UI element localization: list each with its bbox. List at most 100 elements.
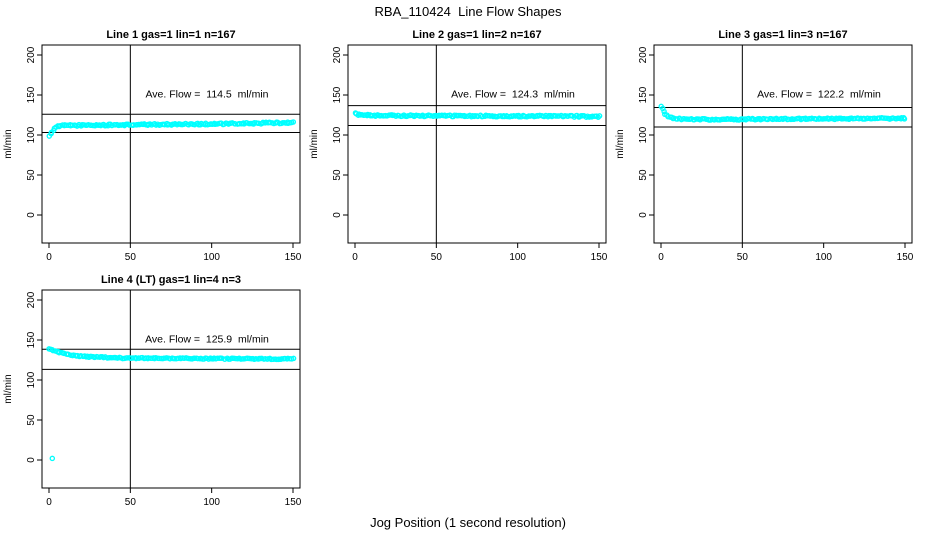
panel-4: Line 4 (LT) gas=1 lin=4 n=3 0 50 100 150 200 m… <box>3 274 302 508</box>
x-tick-label: 150 <box>285 497 302 508</box>
data-point <box>898 114 905 121</box>
x-tick-label: 50 <box>125 497 137 508</box>
x-tick-label: 100 <box>203 252 220 263</box>
y-tick-label: 100 <box>26 371 37 388</box>
panel-title: Line 4 (LT) gas=1 lin=4 n=3 <box>101 274 241 286</box>
panel-title: Line 3 gas=1 lin=3 n=167 <box>718 29 847 41</box>
y-tick-label: 50 <box>26 414 37 426</box>
scatter-points <box>46 346 297 462</box>
x-tick-label: 50 <box>431 252 443 263</box>
x-axis: 0 50 100 150 <box>46 243 302 263</box>
data-point <box>109 122 115 129</box>
ave-flow-annotation: Ave. Flow = 122.2 ml/min <box>757 88 881 100</box>
data-point <box>191 355 198 362</box>
y-tick-label: 50 <box>332 169 343 181</box>
y-axis-unit-label: ml/min <box>3 129 14 158</box>
scatter-points <box>658 103 908 123</box>
x-tick-label: 0 <box>46 497 52 508</box>
panel-title: Line 1 gas=1 lin=1 n=167 <box>106 29 235 41</box>
y-tick-label: 50 <box>26 169 37 181</box>
x-tick-label: 150 <box>591 252 608 263</box>
y-axis: 0 50 100 150 200 <box>332 46 348 218</box>
y-axis: 0 50 100 150 200 <box>638 46 654 218</box>
y-axis: 0 50 100 150 200 <box>26 46 42 218</box>
ave-flow-annotation: Ave. Flow = 125.9 ml/min <box>145 333 269 345</box>
data-point <box>174 355 181 362</box>
y-tick-label: 150 <box>638 86 649 103</box>
panel-2: Line 2 gas=1 lin=2 n=167 0 50 100 150 200 ml/m… <box>309 29 608 263</box>
x-axis: 0 50 100 150 <box>658 243 914 263</box>
x-axis: 0 50 100 150 <box>46 488 302 508</box>
panel-3: Line 3 gas=1 lin=3 n=167 0 50 100 150 200 ml/m… <box>615 29 914 263</box>
y-tick-label: 200 <box>332 46 343 63</box>
x-tick-label: 100 <box>203 497 220 508</box>
data-point <box>133 355 139 362</box>
data-point <box>282 355 288 362</box>
y-tick-label: 200 <box>26 291 37 308</box>
y-tick-label: 100 <box>26 126 37 143</box>
y-axis-unit-label: ml/min <box>615 129 626 158</box>
x-axis-label: Jog Position (1 second resolution) <box>370 515 566 530</box>
x-tick-label: 50 <box>125 252 137 263</box>
ave-flow-annotation: Ave. Flow = 124.3 ml/min <box>451 88 575 100</box>
y-tick-label: 50 <box>638 169 649 181</box>
data-point <box>428 113 434 119</box>
panel-title: Line 2 gas=1 lin=2 n=167 <box>412 29 541 41</box>
x-tick-label: 0 <box>46 252 52 263</box>
x-tick-label: 100 <box>509 252 526 263</box>
data-point <box>290 119 297 125</box>
y-axis-unit-label: ml/min <box>3 374 14 403</box>
data-point <box>546 112 552 119</box>
x-axis: 0 50 100 150 <box>352 243 608 263</box>
y-tick-label: 0 <box>26 457 37 463</box>
data-point <box>69 122 76 129</box>
data-point <box>461 113 468 120</box>
panel-1: Line 1 gas=1 lin=1 n=167 0 50 100 150 200 ml/m… <box>3 29 302 263</box>
y-tick-label: 150 <box>26 86 37 103</box>
data-point <box>130 355 136 361</box>
data-point <box>562 113 568 119</box>
y-tick-label: 0 <box>26 212 37 218</box>
y-tick-label: 150 <box>26 331 37 348</box>
ave-flow-annotation: Ave. Flow = 114.5 ml/min <box>145 88 268 100</box>
plot-box <box>41 44 301 244</box>
panels-group: Line 1 gas=1 lin=1 n=167 0 50 100 150 200 ml/m… <box>3 29 914 508</box>
data-point <box>791 116 797 122</box>
scatter-points <box>352 110 603 120</box>
data-point <box>901 116 908 122</box>
figure-title: RBA_110424 Line Flow Shapes <box>375 4 562 19</box>
data-point <box>404 113 411 119</box>
y-tick-label: 0 <box>332 212 343 218</box>
y-tick-label: 150 <box>332 86 343 103</box>
data-point <box>472 113 478 119</box>
data-point <box>725 116 732 122</box>
x-tick-label: 50 <box>737 252 749 263</box>
data-point <box>219 355 225 361</box>
y-axis-unit-label: ml/min <box>309 129 320 158</box>
data-point <box>290 355 297 362</box>
data-point <box>864 115 871 122</box>
x-tick-label: 150 <box>285 252 302 263</box>
data-point <box>773 116 780 123</box>
data-point <box>166 121 172 128</box>
y-tick-label: 200 <box>26 46 37 63</box>
plot-box <box>347 44 607 244</box>
data-point <box>895 115 902 122</box>
y-tick-label: 100 <box>332 126 343 143</box>
x-tick-label: 0 <box>658 252 664 263</box>
plot-box <box>653 44 913 244</box>
y-tick-label: 0 <box>638 212 649 218</box>
scatter-points <box>46 119 297 139</box>
data-point <box>661 108 667 115</box>
y-axis: 0 50 100 150 200 <box>26 291 42 463</box>
data-point <box>369 112 376 119</box>
outlier-point <box>49 455 56 462</box>
data-point <box>596 113 603 119</box>
data-point <box>130 122 137 128</box>
x-tick-label: 150 <box>897 252 914 263</box>
y-tick-label: 100 <box>638 126 649 143</box>
x-tick-label: 100 <box>815 252 832 263</box>
plot-box <box>41 289 301 489</box>
